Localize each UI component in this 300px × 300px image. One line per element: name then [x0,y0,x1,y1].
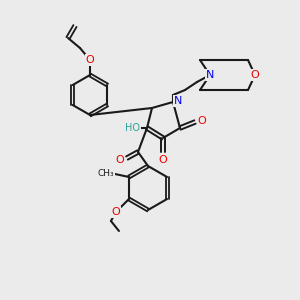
Text: CH₃: CH₃ [98,169,114,178]
Text: O: O [116,155,124,165]
Text: O: O [198,116,206,126]
Text: O: O [85,55,94,65]
Text: O: O [159,155,167,165]
Text: N: N [174,96,182,106]
Text: O: O [250,70,260,80]
Text: N: N [206,70,214,80]
Text: O: O [112,207,120,217]
Text: HO: HO [125,123,140,133]
